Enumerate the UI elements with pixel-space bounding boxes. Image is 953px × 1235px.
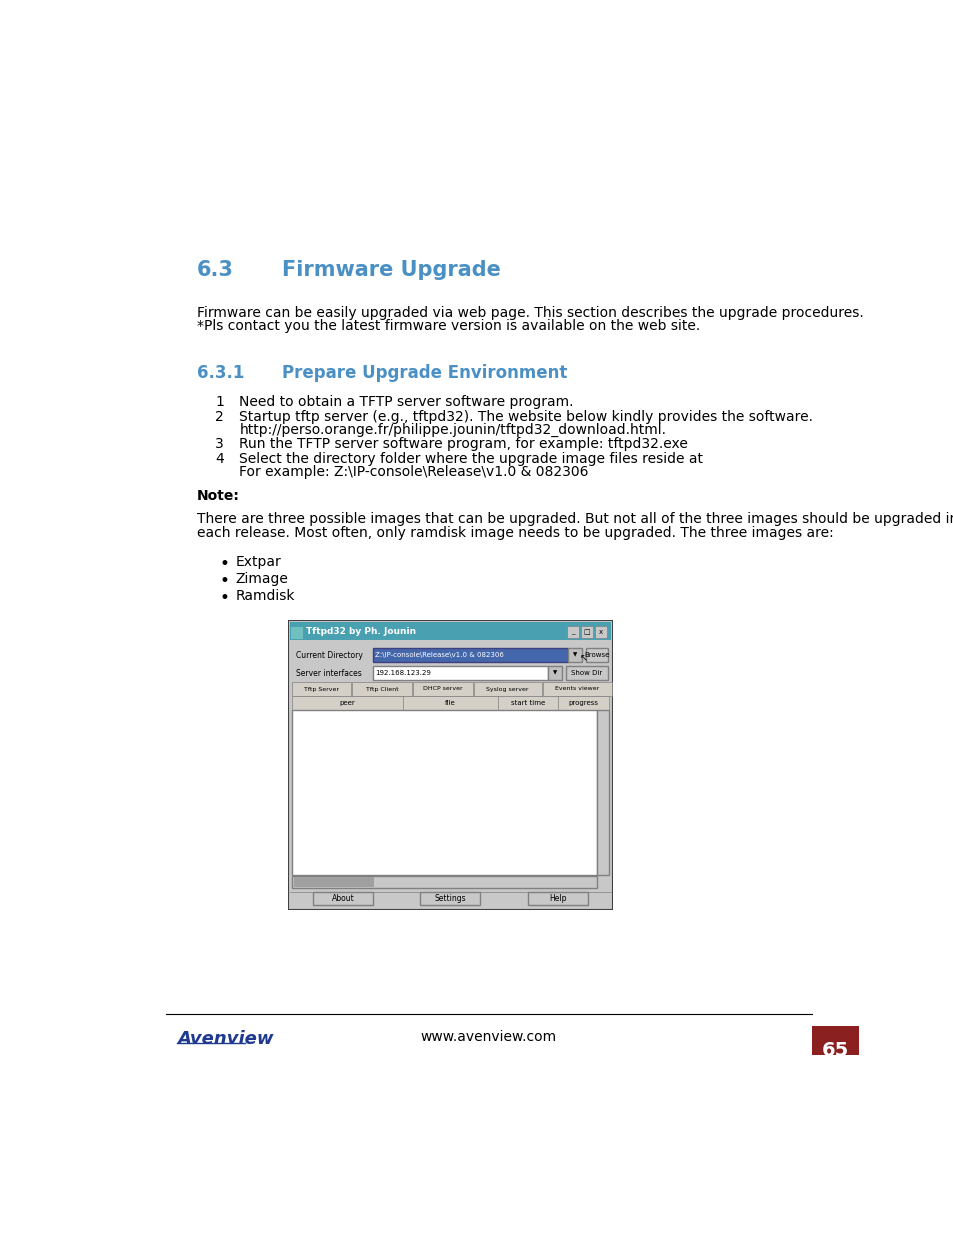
Bar [473,682,541,697]
Text: Firmware can be easily upgraded via web page. This section describes the upgrade: Firmware can be easily upgraded via web … [196,306,862,320]
Bar [313,892,373,905]
Bar [566,626,578,638]
Text: 6.3.1: 6.3.1 [196,364,244,382]
Text: •: • [220,589,230,606]
Text: Zimage: Zimage [235,572,288,585]
Text: •: • [220,572,230,589]
Bar [565,666,607,680]
Bar [527,892,587,905]
Text: ↖: ↖ [579,653,587,663]
Text: Ramdisk: Ramdisk [235,589,294,603]
Text: start time: start time [511,700,544,706]
Text: Avenview: Avenview [177,1030,274,1047]
Text: For example: Z:\IP-console\Release\v1.0 & 082306: For example: Z:\IP-console\Release\v1.0 … [239,466,588,479]
Text: Note:: Note: [196,489,239,504]
Text: 4: 4 [214,452,224,467]
Text: ▼: ▼ [572,652,577,657]
Text: There are three possible images that can be upgraded. But not all of the three i: There are three possible images that can… [196,513,953,526]
Bar [291,627,303,638]
Text: Browse: Browse [583,652,609,658]
Text: About: About [332,894,354,903]
Bar [292,710,597,876]
Text: 1: 1 [214,395,224,409]
Text: DHCP server: DHCP server [422,687,462,692]
Text: Syslog server: Syslog server [486,687,529,692]
Text: 2: 2 [214,410,224,424]
Text: Events viewer: Events viewer [555,687,598,692]
Text: Need to obtain a TFTP server software program.: Need to obtain a TFTP server software pr… [239,395,574,409]
Text: www.avenview.com: www.avenview.com [420,1030,557,1044]
Bar [580,626,593,638]
Text: Run the TFTP server software program, for example: tftpd32.exe: Run the TFTP server software program, fo… [239,437,687,451]
Text: x: x [598,629,602,635]
Text: ▼: ▼ [553,671,557,676]
Bar [292,682,351,697]
Text: Firmware Upgrade: Firmware Upgrade [282,259,500,280]
Bar [419,892,479,905]
Bar [542,682,611,697]
Text: _: _ [571,629,574,635]
Text: •: • [220,555,230,573]
Text: Show Dir: Show Dir [571,671,602,676]
Text: 192.168.123.29: 192.168.123.29 [375,671,431,676]
Bar [373,666,547,680]
Text: Select the directory folder where the upgrade image files reside at: Select the directory folder where the up… [239,452,702,467]
Bar [352,682,412,697]
Bar [585,648,607,662]
Text: Settings: Settings [434,894,465,903]
Text: peer: peer [339,700,355,706]
Text: *Pls contact you the latest firmware version is available on the web site.: *Pls contact you the latest firmware ver… [196,319,700,333]
Text: Server interfaces: Server interfaces [295,668,361,678]
Text: Tftpd32 by Ph. Jounin: Tftpd32 by Ph. Jounin [306,626,416,636]
Bar [373,648,567,662]
Bar [292,697,608,710]
Bar [567,648,581,662]
Bar [413,682,472,697]
Text: Z:\IP-console\Release\v1.0 & 082306: Z:\IP-console\Release\v1.0 & 082306 [375,652,503,658]
Text: 65: 65 [821,1041,848,1061]
Bar [292,876,597,888]
Text: Help: Help [549,894,566,903]
Text: Extpar: Extpar [235,555,281,569]
Bar [597,710,608,876]
Text: Startup tftp server (e.g., tftpd32). The website below kindly provides the softw: Startup tftp server (e.g., tftpd32). The… [239,410,813,424]
Text: progress: progress [568,700,598,706]
Text: file: file [445,700,456,706]
Bar [595,626,606,638]
Bar [547,666,561,680]
Text: 3: 3 [214,437,224,451]
Bar [811,1026,858,1055]
Text: each release. Most often, only ramdisk image needs to be upgraded. The three ima: each release. Most often, only ramdisk i… [196,526,833,540]
Text: Current Directory: Current Directory [295,651,362,659]
Text: 6.3: 6.3 [196,259,233,280]
Text: Prepare Upgrade Environment: Prepare Upgrade Environment [282,364,567,382]
Text: Tftp Client: Tftp Client [366,687,398,692]
Bar [294,877,374,887]
Bar [290,622,610,640]
Text: □: □ [583,629,590,635]
Text: Tftp Server: Tftp Server [304,687,339,692]
Text: http://perso.orange.fr/philippe.jounin/tftpd32_download.html.: http://perso.orange.fr/philippe.jounin/t… [239,424,666,437]
